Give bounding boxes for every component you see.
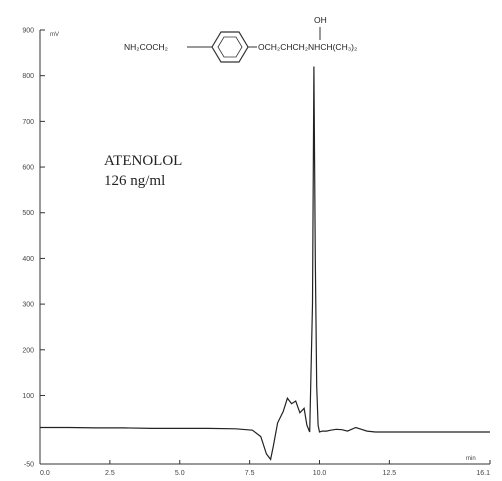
y-tick-label: 100 (22, 393, 34, 400)
x-unit-label: min (466, 456, 476, 462)
x-tick-label: 5.0 (175, 470, 185, 477)
structure-hydroxyl: OH (314, 15, 327, 25)
compound-concentration: 126 ng/ml (104, 173, 165, 189)
structure-left-group: NH₂COCH₂ (124, 42, 168, 52)
y-tick-label: 600 (22, 165, 34, 172)
x-tick-label: 10.0 (313, 470, 327, 477)
y-tick-label: 500 (22, 210, 34, 217)
compound-name: ATENOLOL (104, 153, 182, 169)
x-tick-label: 12.5 (383, 470, 397, 477)
x-tick-label: 7.5 (245, 470, 255, 477)
chromatogram-trace (40, 66, 490, 461)
axes (39, 30, 490, 465)
y-tick-label: 900 (22, 28, 34, 35)
y-tick-label: 400 (22, 256, 34, 263)
x-ticks: 0.0 2.5 5.0 7.5 10.0 12.5 16.1 (39, 460, 491, 477)
x-tick-label: 0.0 (40, 470, 50, 477)
y-unit-label: mV (50, 32, 59, 38)
x-tick-label: 2.5 (105, 470, 115, 477)
y-tick-label: 200 (22, 347, 34, 354)
y-tick-label: 700 (22, 119, 34, 126)
y-tick-label: 800 (22, 73, 34, 80)
y-ticks: 900 800 700 600 500 400 300 200 100 -50 (22, 28, 45, 469)
structure-right-group: OCH₂CHCH₂NHCH(CH₃)₂ (258, 42, 357, 52)
benzene-ring (211, 31, 249, 63)
x-tick-label: 16.1 (476, 470, 490, 477)
y-tick-label: 300 (22, 302, 34, 309)
y-tick-label: -50 (24, 462, 34, 469)
molecular-structure: NH₂COCH₂ OCH₂CHCH₂NHCH(CH₃)₂ OH (124, 15, 357, 63)
benzene-ring-inner (217, 36, 243, 58)
